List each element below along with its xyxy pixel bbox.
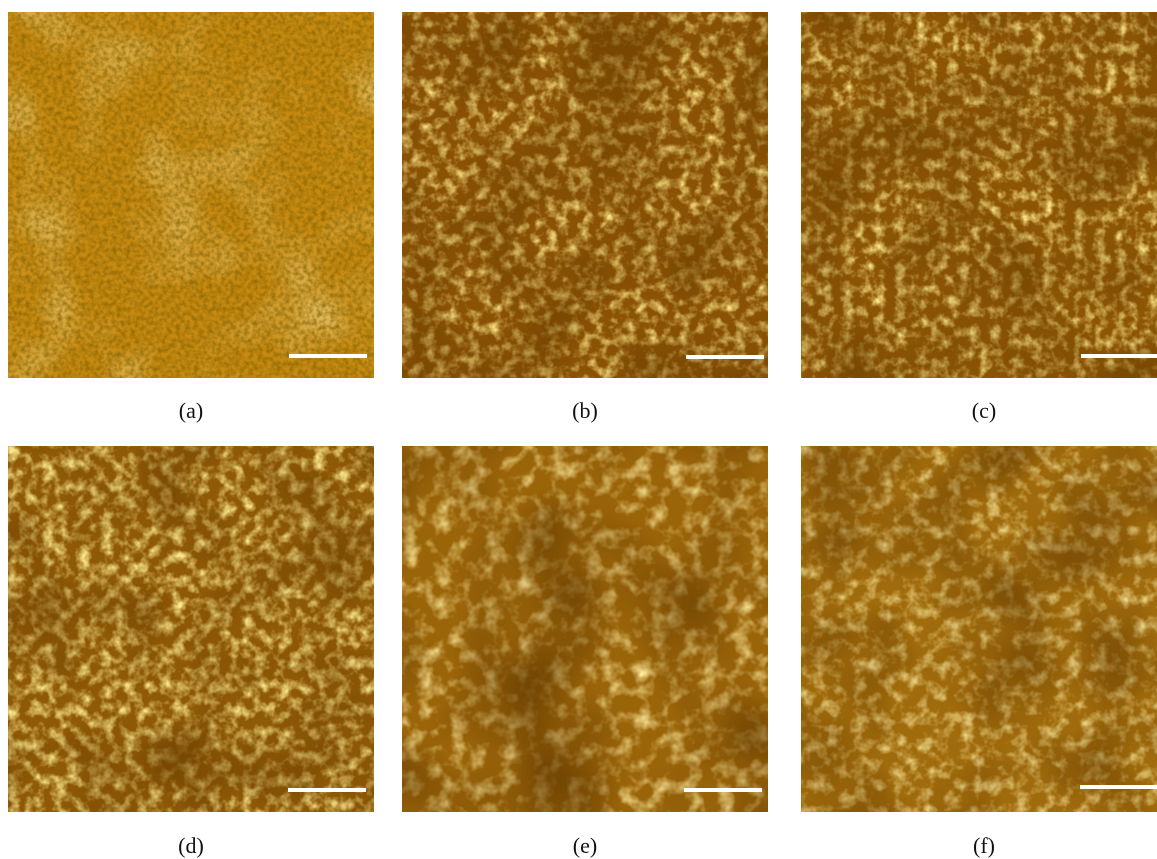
afm-image-a <box>8 12 374 378</box>
afm-texture-a <box>8 12 374 378</box>
caption-a: (a) <box>178 398 204 423</box>
scale-bar-a <box>289 354 367 358</box>
caption-f: (f) <box>973 833 995 858</box>
afm-texture-d <box>8 446 374 812</box>
afm-image-c <box>801 12 1157 378</box>
afm-image-f <box>801 446 1157 812</box>
afm-texture-e <box>402 446 768 812</box>
scale-bar-d <box>288 788 366 792</box>
caption-b: (b) <box>572 398 598 423</box>
afm-image-d <box>8 446 374 812</box>
caption-e: (e) <box>572 833 598 858</box>
scale-bar-f <box>1080 785 1157 789</box>
scale-bar-e <box>684 788 762 792</box>
afm-image-e <box>402 446 768 812</box>
caption-c: (c) <box>971 398 997 423</box>
afm-texture-f <box>801 446 1157 812</box>
afm-texture-c <box>801 12 1157 378</box>
afm-image-b <box>402 12 768 378</box>
scale-bar-b <box>686 355 764 359</box>
afm-texture-b <box>402 12 768 378</box>
scale-bar-c <box>1081 354 1157 358</box>
caption-d: (d) <box>178 833 204 858</box>
